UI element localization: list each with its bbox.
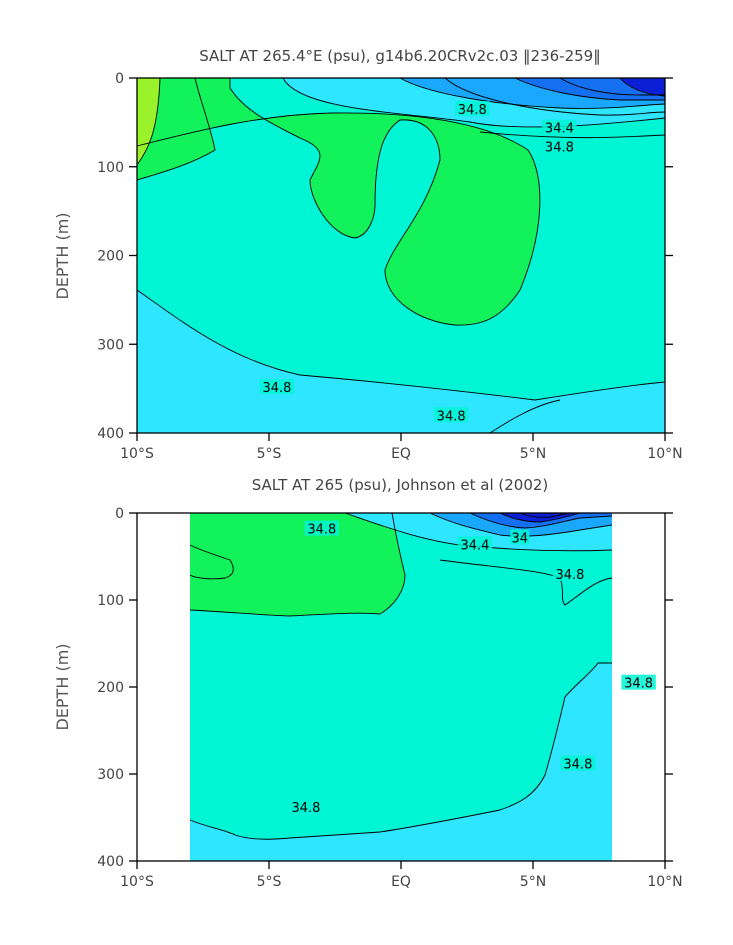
top-contour-line — [136, 77, 161, 166]
x-tick-label: 5°S — [257, 446, 282, 462]
bottom-y-axis-label: DEPTH (m) — [53, 643, 72, 730]
contour-label: 34.8 — [563, 758, 592, 773]
y-tick-label: 100 — [97, 593, 124, 609]
bottom-contour-line — [519, 512, 571, 518]
y-tick-label: 400 — [97, 426, 124, 442]
top-chart-title: SALT AT 265.4°E (psu), g14b6.20CRv2c.03 … — [199, 47, 600, 65]
top-axis-ticks: 10°S 5°S EQ 5°N 10°N 0 100 200 300 400 — [97, 71, 682, 462]
contour-label-background — [457, 536, 493, 552]
contour-label: 34.8 — [262, 381, 291, 396]
contour-label-background — [542, 138, 577, 154]
x-tick-label: 10°S — [120, 874, 154, 890]
bottom-contour-panel: SALT AT 265 (psu), Johnson et al (2002) … — [53, 476, 683, 890]
y-tick-label: 300 — [97, 337, 124, 353]
contour-label-background — [542, 119, 577, 135]
contour-label-background — [304, 520, 339, 536]
top-contour-line — [136, 77, 216, 181]
top-contour-line — [514, 77, 665, 101]
contour-label: 34.8 — [624, 677, 653, 692]
contour-label-background — [259, 378, 295, 394]
top-plot-area: 34.8 34.4 34.8 34.8 34.8 — [136, 77, 666, 434]
top-contour-line — [444, 77, 666, 116]
top-contour-labels: 34.8 34.4 34.8 34.8 34.8 — [259, 101, 577, 424]
y-tick-label: 400 — [97, 854, 124, 870]
x-tick-label: 10°N — [647, 874, 682, 890]
top-y-axis-label: DEPTH (m) — [53, 212, 72, 299]
bottom-contour-line — [189, 512, 406, 617]
top-high-salinity-region — [137, 78, 540, 326]
y-tick-label: 0 — [115, 71, 124, 87]
bottom-high-salinity-region — [190, 513, 405, 616]
x-tick-label: 10°S — [120, 446, 154, 462]
x-tick-label: EQ — [391, 874, 411, 890]
top-contour-line — [559, 77, 665, 96]
top-contour-line — [399, 77, 666, 109]
contour-label: 34.8 — [291, 801, 320, 816]
contour-label-background — [288, 799, 324, 815]
contour-label: 34.4 — [545, 122, 574, 137]
bottom-contour-line — [189, 544, 234, 580]
bottom-axis-ticks: 10°S 5°S EQ 5°N 10°N 0 100 200 300 400 — [97, 506, 682, 890]
y-tick-label: 100 — [97, 160, 124, 176]
contour-label: 34.4 — [460, 538, 489, 553]
bottom-contour-line — [189, 662, 612, 840]
contour-label: 34.8 — [437, 409, 466, 424]
bottom-contour-line — [499, 512, 581, 523]
top-high-green-patch — [137, 78, 215, 180]
top-lowest-core — [620, 78, 665, 96]
y-tick-label: 200 — [97, 249, 124, 265]
top-contour-line — [136, 78, 541, 326]
contour-label: 34.8 — [458, 103, 487, 118]
bottom-plot-area: 34.8 34 34.4 34.8 34.8 34.8 34.8 — [189, 512, 656, 861]
x-tick-label: 5°S — [257, 874, 282, 890]
top-deep-low-salinity-region — [137, 290, 665, 433]
contour-label-background — [510, 529, 530, 545]
top-highest-salinity-region — [137, 78, 160, 165]
top-contour-line — [489, 399, 561, 434]
contour-label-background — [552, 565, 588, 581]
top-contour-panel: SALT AT 265.4°E (psu), g14b6.20CRv2c.03 … — [53, 47, 683, 462]
bottom-contour-line — [469, 512, 613, 529]
bottom-deep-low-salinity-region — [190, 663, 612, 861]
bottom-chart-title: SALT AT 265 (psu), Johnson et al (2002) — [252, 476, 549, 494]
y-tick-label: 200 — [97, 680, 124, 696]
contour-label: 34 — [512, 531, 529, 546]
contour-label-background — [621, 674, 656, 690]
y-tick-label: 300 — [97, 767, 124, 783]
bottom-contour-line — [429, 512, 613, 537]
x-tick-label: 5°N — [520, 446, 546, 462]
x-tick-label: 10°N — [647, 446, 682, 462]
bottom-contour-line — [439, 559, 613, 606]
bottom-highest-salinity-region — [190, 545, 234, 579]
top-contour-line — [282, 77, 666, 128]
top-contour-line — [479, 131, 666, 139]
x-tick-label: EQ — [391, 446, 411, 462]
top-contour-line — [619, 77, 666, 97]
x-tick-label: 5°N — [520, 874, 546, 890]
top-contour-line — [136, 289, 666, 401]
bottom-contour-labels: 34.8 34 34.4 34.8 34.8 34.8 34.8 — [288, 520, 656, 816]
contour-label: 34.8 — [307, 523, 336, 538]
contour-label-background — [433, 407, 469, 423]
contour-label: 34.8 — [555, 568, 584, 583]
contour-label-background — [455, 101, 490, 117]
y-tick-label: 0 — [115, 506, 124, 522]
contour-label-background — [560, 755, 596, 771]
contour-label: 34.8 — [545, 140, 574, 155]
